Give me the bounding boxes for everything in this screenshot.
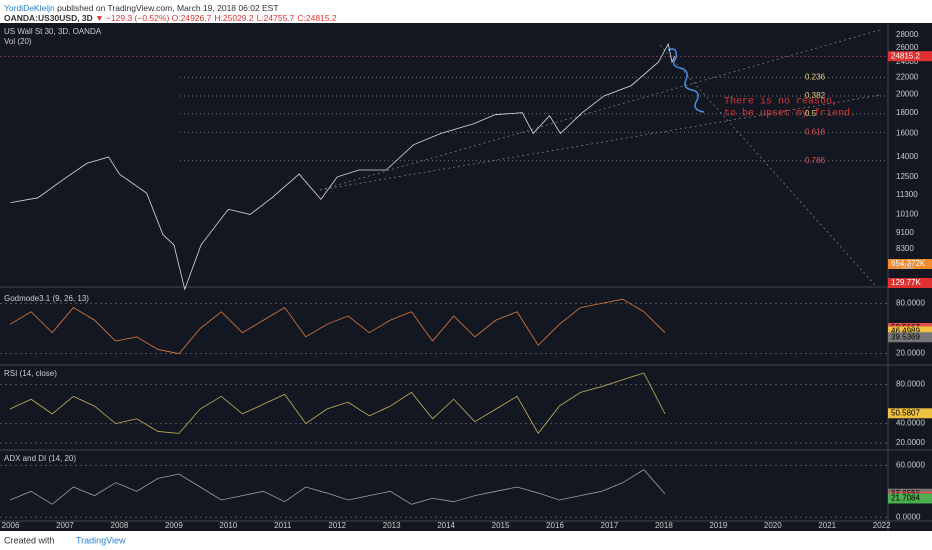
- annotation: to be upset my friend.: [724, 108, 856, 120]
- pane-title: RSI (14, close): [4, 369, 57, 378]
- volume-badge: [888, 278, 932, 288]
- pane-title: US Wall St 30, 3D, OANDA: [4, 27, 102, 36]
- fib-label: 0.618: [805, 127, 826, 136]
- fib-label: 0.236: [805, 73, 826, 82]
- time-tick-label: 2019: [709, 521, 727, 530]
- time-tick-label: 2022: [873, 521, 891, 530]
- ohlc-value: L:24755.7: [256, 13, 295, 23]
- drawing: [667, 48, 705, 113]
- value-badge: [888, 493, 932, 504]
- separators: [0, 23, 932, 531]
- published: published on TradingView.com, March 19, …: [57, 3, 279, 13]
- y-tick-label: 10100: [896, 210, 919, 219]
- y-tick-label: 24000: [896, 57, 919, 66]
- pane-title: Godmode3.1 (9, 26, 13): [4, 294, 89, 303]
- y-tick-label: 22000: [896, 73, 919, 82]
- time-tick-label: 2009: [165, 521, 183, 530]
- y-tick-label: 18000: [896, 108, 919, 117]
- ohlc: O:24926.7 H:25029.2 L:24755.7 C:24815.2: [172, 13, 340, 23]
- author[interactable]: YordiDeKleijn: [4, 3, 55, 13]
- change: ▼ −129.3 (−0.52%): [95, 13, 170, 23]
- value-label: 46.4989: [891, 327, 920, 336]
- y-tick-label: 12500: [896, 172, 919, 181]
- ohlc-value: H:25029.2: [214, 13, 254, 23]
- value-badge: [888, 332, 932, 343]
- time-tick-label: 2018: [655, 521, 673, 530]
- y-tick-label: 9100: [896, 228, 914, 237]
- time-tick-label: 2013: [383, 521, 401, 530]
- background: [0, 23, 932, 531]
- y-tick-label: 28000: [896, 30, 919, 39]
- value-badge: [888, 408, 932, 419]
- y-tick-label: 60.0000: [896, 460, 925, 469]
- y-tick-label: 11300: [896, 190, 918, 199]
- y-tick-label: 20.0000: [896, 349, 925, 358]
- y-tick-label: 16000: [896, 129, 919, 138]
- value-label: 50.5807: [891, 408, 920, 417]
- value-label: 39.5369: [891, 332, 920, 341]
- last-price-label: 24815.2: [891, 51, 920, 60]
- y-tick-label: 26000: [896, 43, 919, 52]
- volume-title: Vol (20): [4, 37, 32, 46]
- y-tick-label: 0.0000: [896, 512, 921, 521]
- annotation: There is no reason,: [724, 96, 838, 108]
- symbol: OANDA:US30USD, 3D: [4, 13, 93, 23]
- value-badge: [888, 326, 932, 337]
- volume-label: 654.372K: [891, 259, 926, 268]
- price-line: [10, 42, 676, 291]
- time-tick-label: 2008: [111, 521, 129, 530]
- y-tick-label: 20.0000: [896, 438, 925, 447]
- y-tick-label: 14000: [896, 152, 919, 161]
- volume-label: 129.77K: [891, 278, 921, 287]
- indicator-line: [9, 298, 666, 355]
- y-tick-label: 40.0000: [896, 419, 925, 428]
- symbol-line: OANDA:US30USD, 3D ▼ −129.3 (−0.52%) O:24…: [4, 13, 340, 23]
- value-label: 21.7084: [891, 494, 920, 503]
- time-tick-label: 2014: [437, 521, 455, 530]
- trend-lines: [319, 29, 881, 286]
- fib-label: 0.786: [805, 156, 826, 165]
- last-price-badge: [888, 51, 932, 62]
- publish-line: YordiDeKleijn published on TradingView.c…: [4, 3, 279, 13]
- y-tick-label: 20000: [896, 89, 919, 98]
- footer-brand[interactable]: TradingView: [76, 535, 126, 545]
- ohlc-value: O:24926.7: [171, 13, 212, 23]
- footer-created: Created with: [4, 535, 55, 545]
- y-tick-label: 80.0000: [896, 298, 925, 307]
- time-tick-label: 2011: [274, 521, 292, 530]
- time-tick-label: 2012: [328, 521, 346, 530]
- time-tick-label: 2006: [2, 521, 20, 530]
- indicator-line: [9, 372, 666, 435]
- time-tick-label: 2007: [56, 521, 74, 530]
- time-tick-label: 2010: [219, 521, 237, 530]
- footer-bg: [0, 531, 932, 550]
- ohlc-value: C:24815.2: [297, 13, 337, 23]
- y-tick-label: 7500: [896, 262, 914, 271]
- indicator-line: [9, 469, 666, 505]
- time-tick-label: 2016: [546, 521, 564, 530]
- fib-label: 0.382: [805, 91, 826, 100]
- y-tick-label: 8300: [896, 244, 914, 253]
- pane-title: ADX and DI (14, 20): [4, 454, 76, 463]
- time-tick-label: 2021: [818, 521, 836, 530]
- fib-label: 0.5: [805, 109, 817, 118]
- time-tick-label: 2015: [492, 521, 510, 530]
- time-tick-label: 2020: [764, 521, 782, 530]
- y-tick-label: 80.0000: [896, 380, 925, 389]
- volume-badge: [888, 259, 932, 269]
- time-tick-label: 2017: [601, 521, 619, 530]
